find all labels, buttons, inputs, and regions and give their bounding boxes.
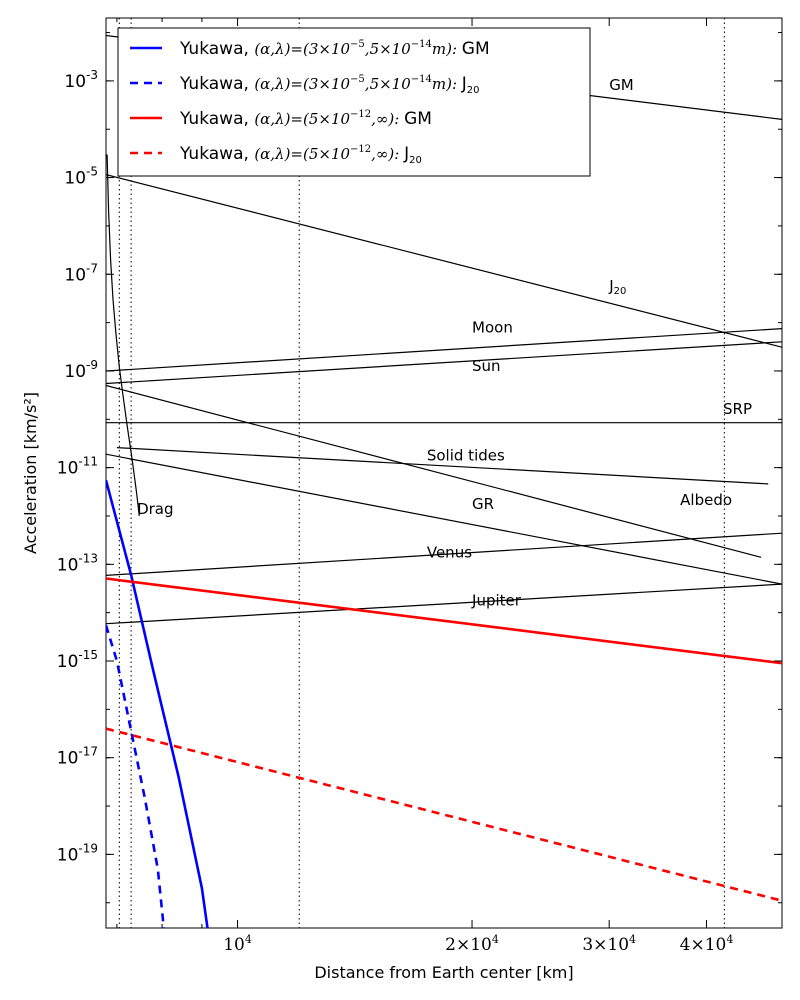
y-tick-label: 10-13 <box>57 551 98 575</box>
x-axis-ticks: 104 2×104 3×104 4×104 <box>116 18 783 955</box>
series-annotation: Moon <box>472 319 513 337</box>
series-line <box>106 341 782 385</box>
legend-entry-label: Yukawa, (α,λ)=(5×10−12,∞): J20 <box>179 144 422 166</box>
plot-frame <box>105 17 783 929</box>
series-annotation: SRP <box>723 400 752 418</box>
y-axis-label: Acceleration [km/s²] <box>21 392 40 554</box>
x-tick-label: 2×104 <box>445 933 499 955</box>
series-layer <box>106 34 782 928</box>
reference-vlines <box>118 18 725 928</box>
series-annotation: J20 <box>608 277 626 297</box>
series-annotation: Drag <box>137 500 173 518</box>
series-line <box>106 624 166 928</box>
series-line <box>106 174 782 348</box>
series-annotation: Albedo <box>680 491 732 509</box>
annotation-layer: GM J20 Moon Sun SRP Solid tides GR Albedo Venus D… <box>137 76 752 610</box>
series-line <box>106 583 782 625</box>
series-annotation: Venus <box>427 543 472 561</box>
legend-entry-label: Yukawa, (α,λ)=(5×10−12,∞): GM <box>179 109 432 129</box>
x-axis-label: Distance from Earth center [km] <box>314 963 573 982</box>
x-tick-label: 3×104 <box>582 933 636 955</box>
y-tick-label: 10-9 <box>64 358 98 382</box>
y-tick-label: 10-11 <box>57 455 98 479</box>
legend-entry-label: Yukawa, (α,λ)=(3×10−5,5×10−14m): J20 <box>179 74 480 96</box>
series-annotation: Solid tides <box>427 447 505 465</box>
series-line <box>106 532 782 576</box>
series-line <box>106 453 782 585</box>
y-tick-label: 10-19 <box>57 841 98 865</box>
series-line <box>106 154 140 517</box>
series-line <box>106 479 209 928</box>
series-line <box>106 384 762 558</box>
x-tick-label: 104 <box>223 933 252 955</box>
series-line <box>106 328 782 372</box>
legend-entry-label: Yukawa, (α,λ)=(3×10−5,5×10−14m): GM <box>179 39 490 59</box>
x-tick-label: 4×104 <box>680 933 734 955</box>
y-tick-label: 10-15 <box>57 648 98 672</box>
series-line <box>116 447 769 485</box>
series-annotation: GR <box>472 495 494 513</box>
legend: Yukawa, (α,λ)=(3×10−5,5×10−14m): GM Yukaw… <box>117 27 591 177</box>
y-tick-label: 10-7 <box>64 261 98 285</box>
y-tick-label: 10-3 <box>64 68 98 92</box>
series-annotation: Jupiter <box>471 592 522 610</box>
series-annotation: GM <box>609 76 634 94</box>
series-line <box>106 727 782 902</box>
y-tick-label: 10-5 <box>64 165 98 189</box>
series-annotation: Sun <box>472 357 501 375</box>
legend-box <box>117 27 591 177</box>
series-line <box>106 577 782 665</box>
y-tick-label: 10-17 <box>57 745 98 769</box>
y-axis-ticks: 10-3 10-5 10-7 10-9 10-11 10-13 10-15 10-17 10-1… <box>57 32 782 904</box>
